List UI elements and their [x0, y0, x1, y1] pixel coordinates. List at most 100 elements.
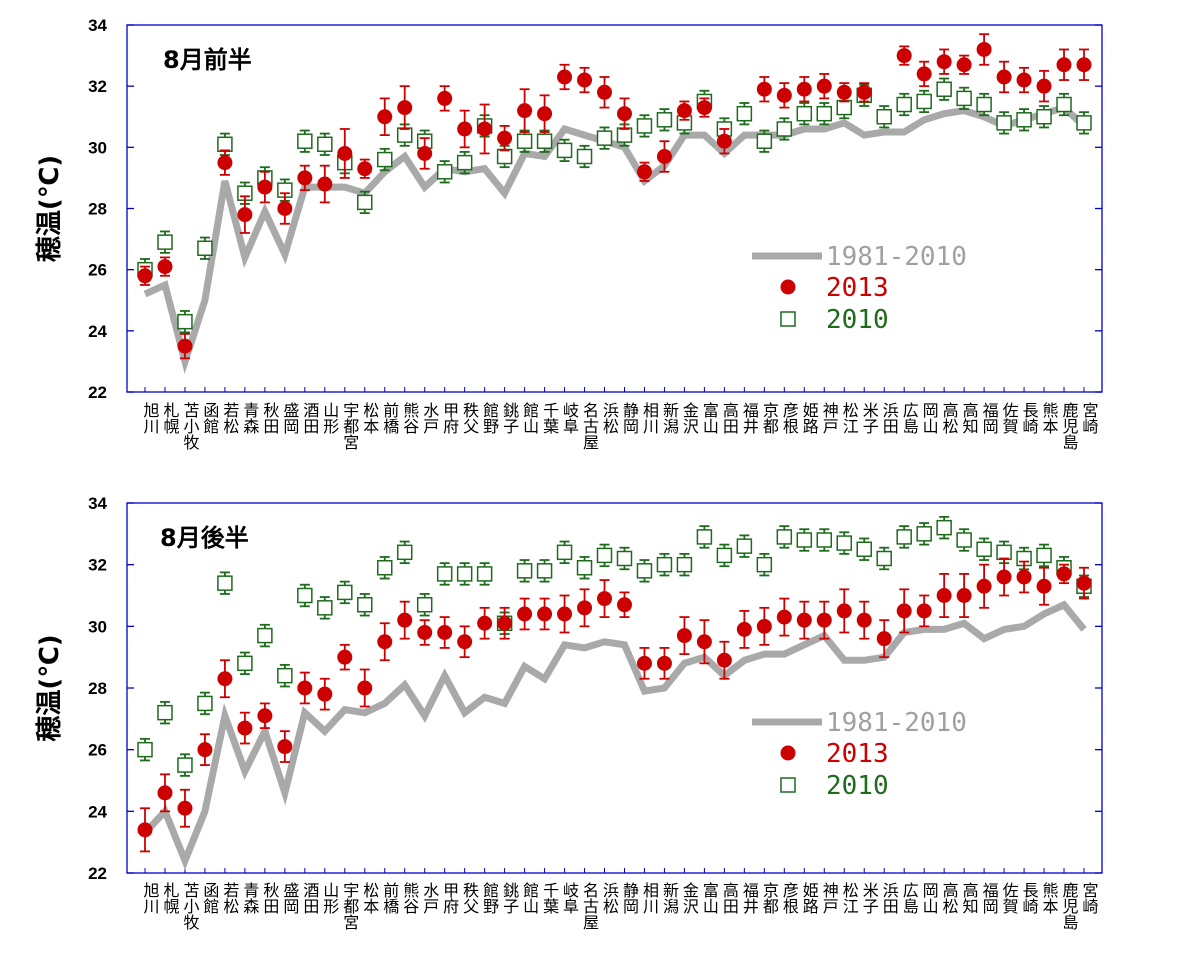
x-tick-label: 熊谷	[400, 882, 419, 914]
point-2013	[636, 655, 652, 671]
point-2013	[297, 170, 313, 186]
point-2013	[936, 588, 952, 603]
point-2013	[377, 634, 393, 650]
point-2013	[836, 603, 852, 619]
point-2010	[277, 667, 293, 684]
legend-label-normal: 1981-2010	[826, 242, 967, 272]
x-tick-label: 宇都宮	[340, 402, 359, 450]
panel-title: 8月後半	[160, 524, 249, 552]
point-2013	[177, 338, 193, 354]
x-tick-label: 熊本	[1040, 882, 1059, 914]
x-tick-label: 館山	[520, 882, 539, 914]
point-2013	[1036, 78, 1052, 94]
point-2013	[676, 103, 692, 119]
x-tick-label: 甲府	[440, 882, 459, 915]
point-2010	[317, 600, 333, 616]
legend-swatch-2010	[780, 777, 796, 793]
point-2013	[996, 69, 1012, 85]
panel-title: 8月前半	[163, 46, 252, 74]
point-2010	[556, 142, 573, 159]
point-2010	[257, 627, 273, 644]
x-tick-label: 浜松	[600, 882, 619, 914]
point-2013	[557, 69, 573, 85]
x-tick-label: 秋田	[260, 402, 279, 434]
x-tick-label: 富山	[700, 882, 719, 914]
legend-swatch-2010	[780, 311, 796, 327]
point-2010	[596, 130, 613, 146]
point-2013	[337, 145, 353, 161]
point-2013	[397, 100, 413, 116]
point-2010	[1016, 112, 1032, 128]
y-tick-label: 34	[88, 16, 107, 35]
x-tick-label: 佐賀	[1000, 402, 1019, 434]
x-tick-label: 富山	[700, 402, 719, 434]
point-2010	[796, 532, 813, 548]
point-2010	[656, 556, 673, 573]
point-2010	[456, 154, 473, 171]
point-2010	[556, 544, 573, 561]
point-2010	[896, 96, 912, 113]
point-2013	[397, 612, 413, 628]
point-2010	[716, 547, 733, 564]
point-2010	[396, 127, 413, 143]
point-2013	[237, 720, 253, 736]
point-2013	[796, 612, 812, 628]
point-2013	[417, 145, 433, 161]
point-2010	[177, 757, 193, 773]
x-tick-label: 静岡	[620, 882, 639, 915]
x-tick-label: 名古屋	[580, 402, 599, 450]
point-2010	[776, 529, 793, 545]
x-tick-label: 福井	[740, 882, 759, 914]
point-2013	[437, 625, 453, 640]
panel-second-half: 22 24 26 28 30 32 34 旭川 札幌 苫小牧 函館 若松 青森 秋田 盛岡 酒田 山形 宇都宮 松本…	[35, 494, 1103, 930]
point-2013	[736, 621, 752, 637]
x-tick-label: 新潟	[660, 402, 679, 434]
point-2013	[177, 800, 193, 816]
point-2010	[137, 741, 153, 758]
point-2010	[836, 535, 853, 551]
point-2013	[1076, 575, 1092, 591]
x-tick-label: 千葉	[540, 882, 559, 914]
point-2013	[217, 155, 233, 171]
point-2013	[257, 708, 273, 724]
point-2010	[916, 93, 932, 110]
x-tick-label: 山形	[320, 402, 339, 434]
x-tick-label: 熊本	[1040, 402, 1059, 434]
point-2010	[297, 133, 313, 149]
point-2013	[956, 57, 972, 73]
x-tick-label: 鹿児島	[1060, 882, 1079, 930]
x-tick-label: 酒田	[300, 402, 319, 434]
x-tick-label: 相川	[640, 882, 659, 914]
point-2010	[1076, 115, 1092, 131]
point-2013	[137, 268, 153, 284]
plot-frame	[126, 24, 1103, 393]
y-axis-label: 穂温(℃)	[35, 155, 65, 262]
y-tick-label: 28	[88, 200, 107, 219]
point-2010	[436, 566, 453, 582]
point-2013	[756, 618, 772, 634]
legend-label-normal: 1981-2010	[826, 708, 967, 738]
point-2010	[297, 587, 313, 604]
point-2010	[357, 597, 373, 613]
point-2013	[816, 612, 832, 628]
point-2010	[936, 81, 952, 97]
x-tick-label: 彦根	[780, 402, 799, 434]
x-tick-label: 福岡	[980, 882, 999, 915]
point-2010	[896, 529, 912, 545]
y-tick-label: 30	[88, 617, 107, 636]
point-2013	[656, 149, 672, 165]
point-2013	[337, 649, 353, 665]
point-2013	[577, 600, 593, 616]
legend-label-2010: 2010	[826, 305, 889, 335]
point-2010	[536, 563, 553, 579]
y-tick-label: 30	[88, 138, 107, 157]
point-2013	[656, 655, 672, 671]
point-2013	[856, 84, 872, 100]
point-2010	[636, 118, 653, 134]
point-2010	[476, 566, 493, 582]
point-2010	[576, 560, 593, 576]
point-2013	[1056, 566, 1072, 582]
point-2013	[317, 686, 333, 702]
point-2013	[197, 742, 213, 758]
